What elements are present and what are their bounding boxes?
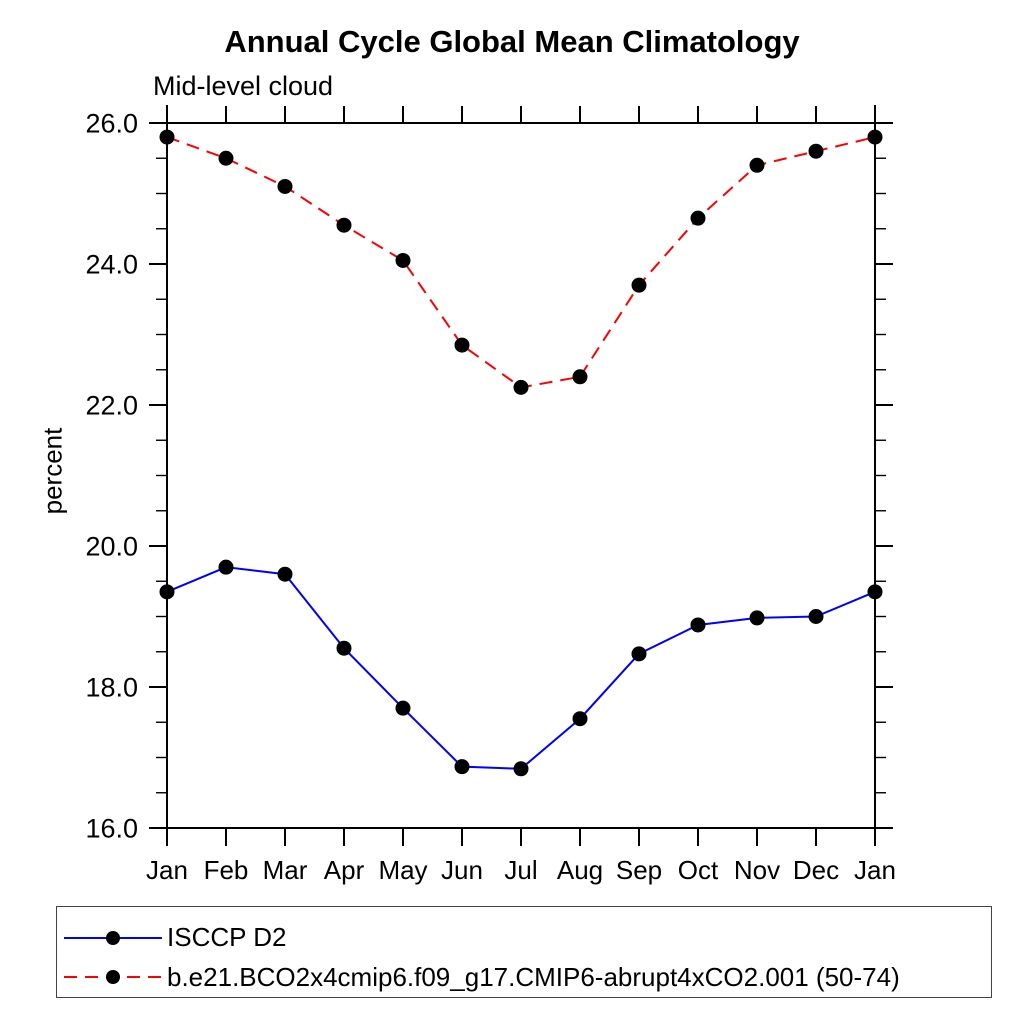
svg-text:Jun: Jun [441, 855, 483, 885]
y-tick-labels: 16.0 18.0 20.0 22.0 24.0 26.0 [85, 108, 138, 843]
axis-frame [149, 105, 893, 846]
svg-text:Sep: Sep [616, 855, 662, 885]
legend-item-isccp-d2: ISCCP D2 [57, 918, 991, 958]
svg-text:Feb: Feb [204, 855, 249, 885]
series-markers-1 [159, 129, 883, 395]
x-axis-ticks [166, 106, 876, 846]
svg-text:Nov: Nov [734, 855, 780, 885]
svg-text:Dec: Dec [793, 855, 839, 885]
legend-line-sample-1 [64, 970, 162, 985]
legend-label-isccp-d2: ISCCP D2 [167, 922, 287, 953]
series-markers-0 [159, 559, 883, 777]
series-line-1 [166, 136, 876, 389]
svg-text:18.0: 18.0 [85, 672, 138, 702]
legend: ISCCP D2 b.e21.BCO2x4cmip6.f09_g17.CMIP6… [56, 906, 992, 998]
svg-text:Oct: Oct [678, 855, 719, 885]
legend-line-sample-0 [64, 930, 162, 945]
svg-text:16.0: 16.0 [85, 813, 138, 843]
svg-text:Apr: Apr [324, 855, 365, 885]
legend-label-model-run: b.e21.BCO2x4cmip6.f09_g17.CMIP6-abrupt4x… [167, 961, 900, 992]
chart-subtitle: Mid-level cloud [153, 71, 334, 101]
svg-text:26.0: 26.0 [85, 108, 138, 138]
svg-text:24.0: 24.0 [85, 249, 138, 279]
y-axis-ticks [149, 122, 893, 829]
series-line-0 [166, 566, 876, 770]
svg-text:22.0: 22.0 [85, 390, 138, 420]
legend-item-model-run: b.e21.BCO2x4cmip6.f09_g17.CMIP6-abrupt4x… [57, 958, 991, 998]
chart-title: Annual Cycle Global Mean Climatology [224, 24, 800, 59]
svg-text:May: May [378, 855, 427, 885]
svg-text:Mar: Mar [263, 855, 308, 885]
svg-text:20.0: 20.0 [85, 531, 138, 561]
x-tick-labels: Jan Feb Mar Apr May Jun Jul Aug Sep Oct Nov Dec Jan [146, 855, 896, 885]
svg-text:Jan: Jan [146, 855, 188, 885]
svg-text:Jan: Jan [854, 855, 896, 885]
svg-text:Aug: Aug [557, 855, 603, 885]
svg-text:Jul: Jul [504, 855, 537, 885]
